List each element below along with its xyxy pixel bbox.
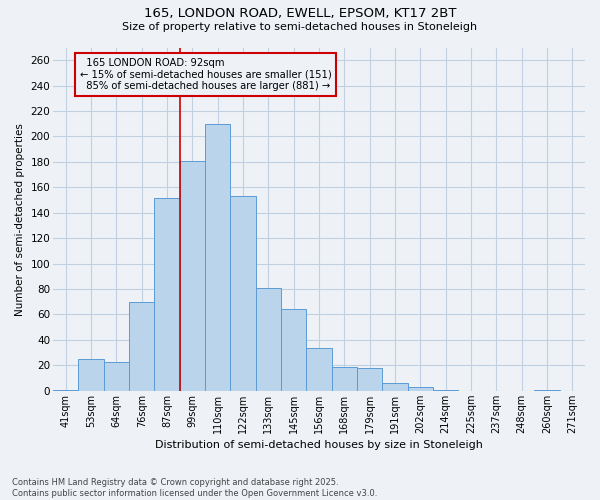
Bar [281,310,307,391]
Text: Contains HM Land Registry data © Crown copyright and database right 2025.
Contai: Contains HM Land Registry data © Crown c… [12,478,377,498]
Bar [180,160,205,391]
Text: 165, LONDON ROAD, EWELL, EPSOM, KT17 2BT: 165, LONDON ROAD, EWELL, EPSOM, KT17 2BT [144,8,456,20]
Bar [79,359,104,391]
Bar [154,198,180,391]
Bar [104,362,129,391]
Bar [357,368,382,391]
Bar [230,196,256,391]
Bar [535,390,560,391]
Bar [205,124,230,391]
Bar [307,348,332,391]
Bar [53,390,79,391]
Bar [382,383,407,391]
Text: 165 LONDON ROAD: 92sqm
← 15% of semi-detached houses are smaller (151)
  85% of : 165 LONDON ROAD: 92sqm ← 15% of semi-det… [80,58,331,91]
Text: Size of property relative to semi-detached houses in Stoneleigh: Size of property relative to semi-detach… [122,22,478,32]
Bar [256,288,281,391]
Y-axis label: Number of semi-detached properties: Number of semi-detached properties [15,122,25,316]
Bar [433,390,458,391]
X-axis label: Distribution of semi-detached houses by size in Stoneleigh: Distribution of semi-detached houses by … [155,440,483,450]
Bar [332,366,357,391]
Bar [129,302,154,391]
Bar [407,387,433,391]
